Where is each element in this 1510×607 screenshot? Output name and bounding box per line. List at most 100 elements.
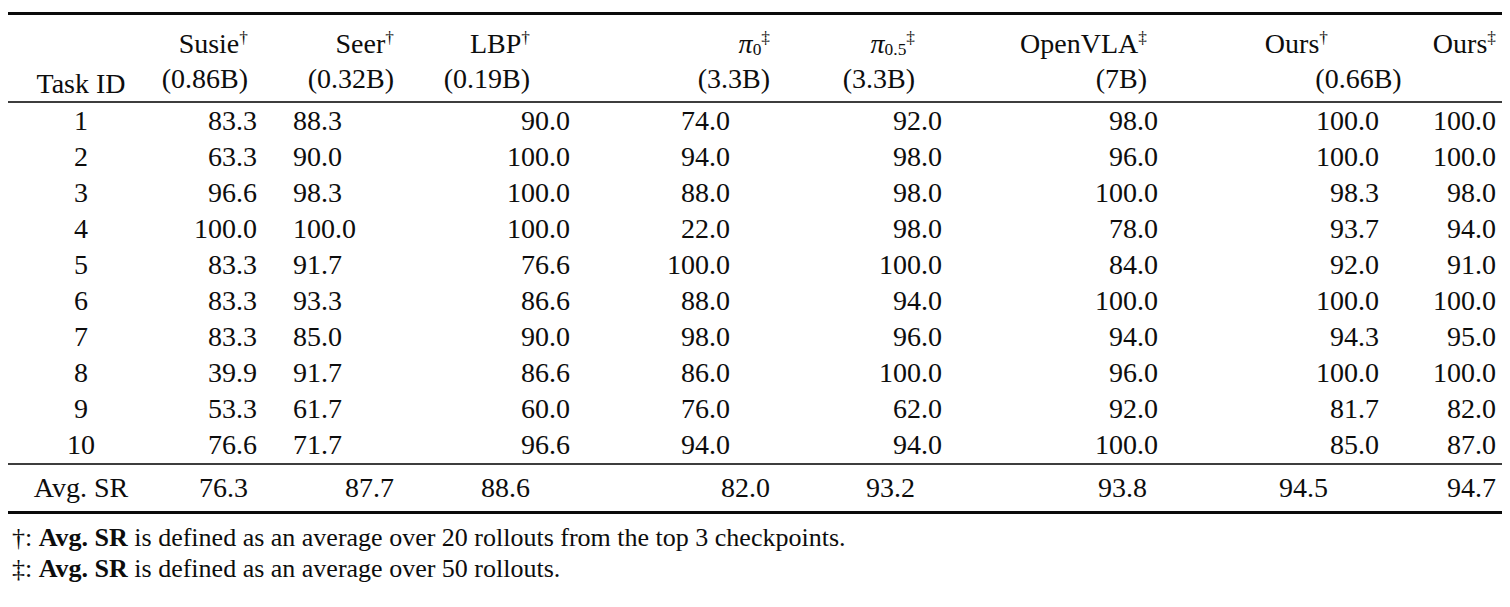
- avg-value-cell: 87.7: [293, 464, 430, 513]
- value-cell: 98.3: [293, 175, 430, 211]
- column-param-ours-shared: (0.66B): [1215, 61, 1502, 102]
- avg-value-cell: 93.2: [825, 464, 1010, 513]
- value-cell: 86.0: [625, 355, 825, 391]
- value-cell: 78.0: [1010, 211, 1215, 247]
- task-id-cell: 4: [8, 211, 154, 247]
- column-header-pi-0: π0‡: [625, 14, 825, 62]
- value-cell: 94.0: [1385, 211, 1502, 247]
- value-cell: 100.0: [1385, 355, 1502, 391]
- header-name-row: Task ID Susie†Seer†LBP†π0‡π0.5‡OpenVLA‡O…: [8, 14, 1502, 62]
- footnote-double-dagger: ‡: Avg. SR is defined as an average over…: [12, 553, 1502, 584]
- avg-value-cell: 82.0: [625, 464, 825, 513]
- task-id-cell: 1: [8, 102, 154, 139]
- value-cell: 100.0: [625, 247, 825, 283]
- avg-value-cell: 94.7: [1385, 464, 1502, 513]
- value-cell: 90.0: [293, 139, 430, 175]
- table-body: 183.388.390.074.092.098.0100.0100.0263.3…: [8, 102, 1502, 464]
- value-cell: 76.6: [154, 427, 293, 464]
- column-header-seer: Seer†: [293, 14, 430, 62]
- footnotes: †: Avg. SR is defined as an average over…: [8, 514, 1502, 584]
- value-cell: 91.7: [293, 355, 430, 391]
- footnote-marker: †: [521, 28, 530, 47]
- footnote-marker: ‡: [761, 28, 770, 47]
- value-cell: 86.6: [430, 355, 625, 391]
- value-cell: 98.0: [625, 319, 825, 355]
- value-cell: 82.0: [1385, 391, 1502, 427]
- footnote-bold-term: Avg. SR: [39, 523, 128, 552]
- value-cell: 100.0: [1385, 102, 1502, 139]
- value-cell: 100.0: [430, 139, 625, 175]
- table-header: Task ID Susie†Seer†LBP†π0‡π0.5‡OpenVLA‡O…: [8, 14, 1502, 103]
- table-row: 1076.671.796.694.094.0100.085.087.0: [8, 427, 1502, 464]
- value-cell: 94.0: [1010, 319, 1215, 355]
- table-row: 839.991.786.686.0100.096.0100.0100.0: [8, 355, 1502, 391]
- column-param-susie: (0.86B): [154, 61, 293, 102]
- column-name: π: [871, 28, 885, 59]
- value-cell: 100.0: [430, 211, 625, 247]
- value-cell: 88.3: [293, 102, 430, 139]
- value-cell: 88.0: [625, 175, 825, 211]
- avg-value-cell: 94.5: [1215, 464, 1385, 513]
- table-footer: Avg. SR 76.3 87.7 88.6 82.0 93.2 93.8 94…: [8, 464, 1502, 513]
- value-cell: 96.6: [154, 175, 293, 211]
- avg-sr-label: Avg. SR: [8, 464, 154, 513]
- footnote-dagger: †: Avg. SR is defined as an average over…: [12, 522, 1502, 553]
- paper-table-figure: Task ID Susie†Seer†LBP†π0‡π0.5‡OpenVLA‡O…: [0, 0, 1510, 584]
- task-id-cell: 8: [8, 355, 154, 391]
- column-header-pi-0-5: π0.5‡: [825, 14, 1010, 62]
- value-cell: 100.0: [1215, 355, 1385, 391]
- value-cell: 87.0: [1385, 427, 1502, 464]
- value-cell: 98.0: [1010, 102, 1215, 139]
- footnote-marker: †: [239, 28, 248, 47]
- value-cell: 96.6: [430, 427, 625, 464]
- footnote-text: is defined as an average over 20 rollout…: [128, 523, 846, 552]
- column-name: Susie: [179, 28, 240, 59]
- value-cell: 90.0: [430, 319, 625, 355]
- value-cell: 83.3: [154, 283, 293, 319]
- value-cell: 76.0: [625, 391, 825, 427]
- value-cell: 93.3: [293, 283, 430, 319]
- value-cell: 74.0: [625, 102, 825, 139]
- column-param-seer: (0.32B): [293, 61, 430, 102]
- column-param-pi-0: (3.3B): [625, 61, 825, 102]
- table-row: 183.388.390.074.092.098.0100.0100.0: [8, 102, 1502, 139]
- column-name: Ours: [1433, 28, 1487, 59]
- value-cell: 71.7: [293, 427, 430, 464]
- footnote-text: is defined as an average over 50 rollout…: [128, 554, 560, 583]
- value-cell: 98.0: [825, 139, 1010, 175]
- column-header-openvla: OpenVLA‡: [1010, 14, 1215, 62]
- value-cell: 84.0: [1010, 247, 1215, 283]
- task-id-cell: 9: [8, 391, 154, 427]
- results-table: Task ID Susie†Seer†LBP†π0‡π0.5‡OpenVLA‡O…: [8, 12, 1502, 514]
- value-cell: 83.3: [154, 247, 293, 283]
- column-header-task-id: Task ID: [8, 14, 154, 103]
- value-cell: 83.3: [154, 102, 293, 139]
- value-cell: 76.6: [430, 247, 625, 283]
- column-header-susie: Susie†: [154, 14, 293, 62]
- value-cell: 95.0: [1385, 319, 1502, 355]
- value-cell: 94.0: [625, 427, 825, 464]
- column-subscript: 0.5: [885, 40, 907, 59]
- value-cell: 100.0: [1385, 283, 1502, 319]
- column-param-pi-0-5: (3.3B): [825, 61, 1010, 102]
- task-id-cell: 6: [8, 283, 154, 319]
- column-name: Ours: [1265, 28, 1319, 59]
- footnote-marker: ‡: [906, 28, 915, 47]
- value-cell: 63.3: [154, 139, 293, 175]
- table-row: 683.393.386.688.094.0100.0100.0100.0: [8, 283, 1502, 319]
- value-cell: 22.0: [625, 211, 825, 247]
- column-name: LBP: [470, 28, 521, 59]
- value-cell: 39.9: [154, 355, 293, 391]
- footnote-bold-term: Avg. SR: [39, 554, 128, 583]
- task-id-cell: 3: [8, 175, 154, 211]
- task-id-cell: 10: [8, 427, 154, 464]
- value-cell: 96.0: [1010, 139, 1215, 175]
- avg-value-cell: 76.3: [154, 464, 293, 513]
- value-cell: 100.0: [1010, 175, 1215, 211]
- column-param-openvla: (7B): [1010, 61, 1215, 102]
- table-row: 396.698.3100.088.098.0100.098.398.0: [8, 175, 1502, 211]
- value-cell: 90.0: [430, 102, 625, 139]
- avg-value-cell: 88.6: [430, 464, 625, 513]
- value-cell: 85.0: [1215, 427, 1385, 464]
- footnote-marker: ‡: [1487, 28, 1496, 47]
